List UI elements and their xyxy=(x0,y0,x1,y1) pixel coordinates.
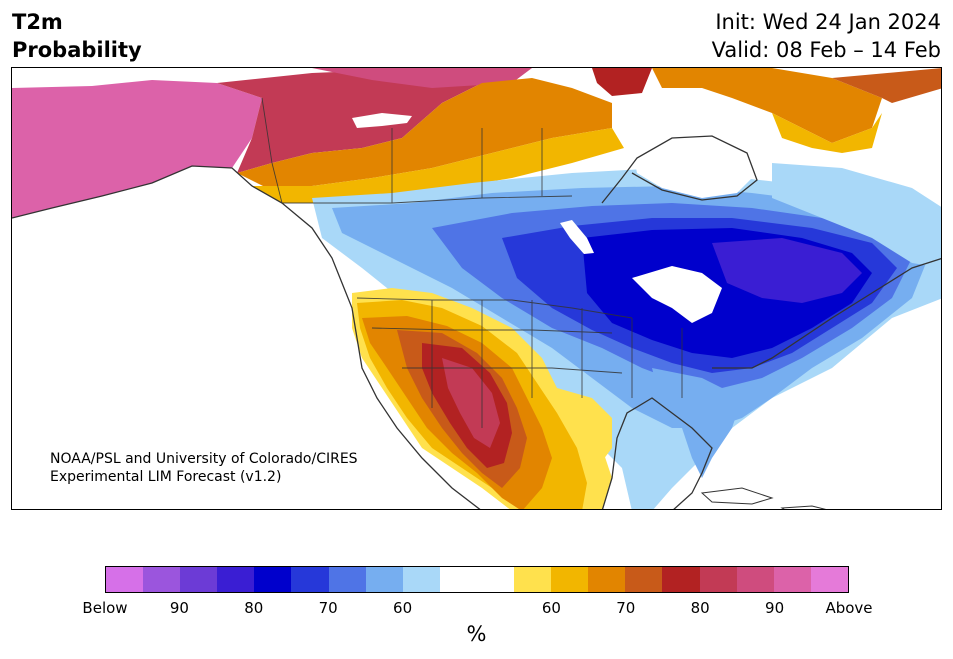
title-line-1: T2m xyxy=(12,10,63,34)
lake-winnipeg xyxy=(560,220,594,254)
colorbar-tick-label: 60 xyxy=(393,599,413,617)
colorbar-segment xyxy=(514,567,552,592)
forecast-dates: Init: Wed 24 Jan 2024 Valid: 08 Feb – 14… xyxy=(712,8,941,64)
valid-range: Valid: 08 Feb – 14 Feb xyxy=(711,38,941,62)
colorbar-segment xyxy=(254,567,292,592)
colorbar-tick-label: Above xyxy=(825,599,873,617)
colorbar-tick-label: Below xyxy=(82,599,128,617)
great-slave-lake xyxy=(352,113,412,128)
colorbar-segment xyxy=(328,567,366,592)
colorbar-segment xyxy=(402,567,440,592)
gulf-coast-warm-region xyxy=(557,388,612,468)
arctic-above-region xyxy=(312,68,532,88)
colorbar-segment xyxy=(588,567,626,592)
colorbar xyxy=(105,566,849,593)
colorbar-segment xyxy=(662,567,700,592)
colorbar-segment xyxy=(625,567,663,592)
colorbar-segment xyxy=(217,567,255,592)
colorbar-segment xyxy=(180,567,218,592)
arctic-above-region-2 xyxy=(592,68,652,96)
coastline-outline xyxy=(12,135,941,509)
colorbar-tick-label: 90 xyxy=(765,599,785,617)
map-panel: NOAA/PSL and University of Colorado/CIRE… xyxy=(11,67,942,510)
colorbar-segment xyxy=(773,567,811,592)
map-title: T2m Probability xyxy=(12,8,142,64)
baffin-yellow-region xyxy=(772,113,882,153)
colorbar-segment xyxy=(736,567,774,592)
map-credit: NOAA/PSL and University of Colorado/CIRE… xyxy=(50,450,358,486)
north-canada-yellow-band xyxy=(252,128,624,203)
colorbar-tick-label: 80 xyxy=(244,599,264,617)
colorbar-segment xyxy=(143,567,181,592)
colorbar-segment xyxy=(106,567,144,592)
great-lakes xyxy=(632,266,722,323)
colorbar-tick-label: 60 xyxy=(541,599,561,617)
florida-cold-region xyxy=(652,368,742,478)
credit-line-2: Experimental LIM Forecast (v1.2) xyxy=(50,469,282,485)
colorbar-tick-label: 80 xyxy=(690,599,710,617)
east-arctic-above-region xyxy=(832,68,941,103)
colorbar-unit: % xyxy=(466,622,487,646)
colorbar-segment xyxy=(551,567,589,592)
caribbean-islands xyxy=(700,487,827,509)
colorbar-segment xyxy=(439,567,477,592)
colorbar-segment xyxy=(291,567,329,592)
hudson-bay-white xyxy=(632,138,752,198)
hudson-bay-orange-region xyxy=(652,68,882,143)
baffin-cold-region xyxy=(772,163,941,268)
colorbar-segment xyxy=(476,567,515,592)
north-canada-orange-band xyxy=(237,78,612,188)
colorbar-tick-label: 90 xyxy=(169,599,189,617)
cold-anomaly-max xyxy=(712,238,862,303)
colorbar-segment xyxy=(365,567,403,592)
political-borders xyxy=(261,97,683,428)
nw-canada-above-region xyxy=(217,68,482,173)
colorbar-tick-label: 70 xyxy=(616,599,636,617)
credit-line-1: NOAA/PSL and University of Colorado/CIRE… xyxy=(50,451,358,467)
alaska-above-region xyxy=(12,80,262,218)
southwest-warm-core xyxy=(442,358,500,448)
colorbar-segment xyxy=(810,567,848,592)
map-canvas xyxy=(12,68,941,509)
colorbar-tick-labels: Below 90 80 70 60 60 70 80 90 Above xyxy=(82,599,872,619)
init-date: Init: Wed 24 Jan 2024 xyxy=(715,10,941,34)
colorbar-segment xyxy=(699,567,737,592)
title-line-2: Probability xyxy=(12,38,142,62)
colorbar-tick-label: 70 xyxy=(318,599,338,617)
